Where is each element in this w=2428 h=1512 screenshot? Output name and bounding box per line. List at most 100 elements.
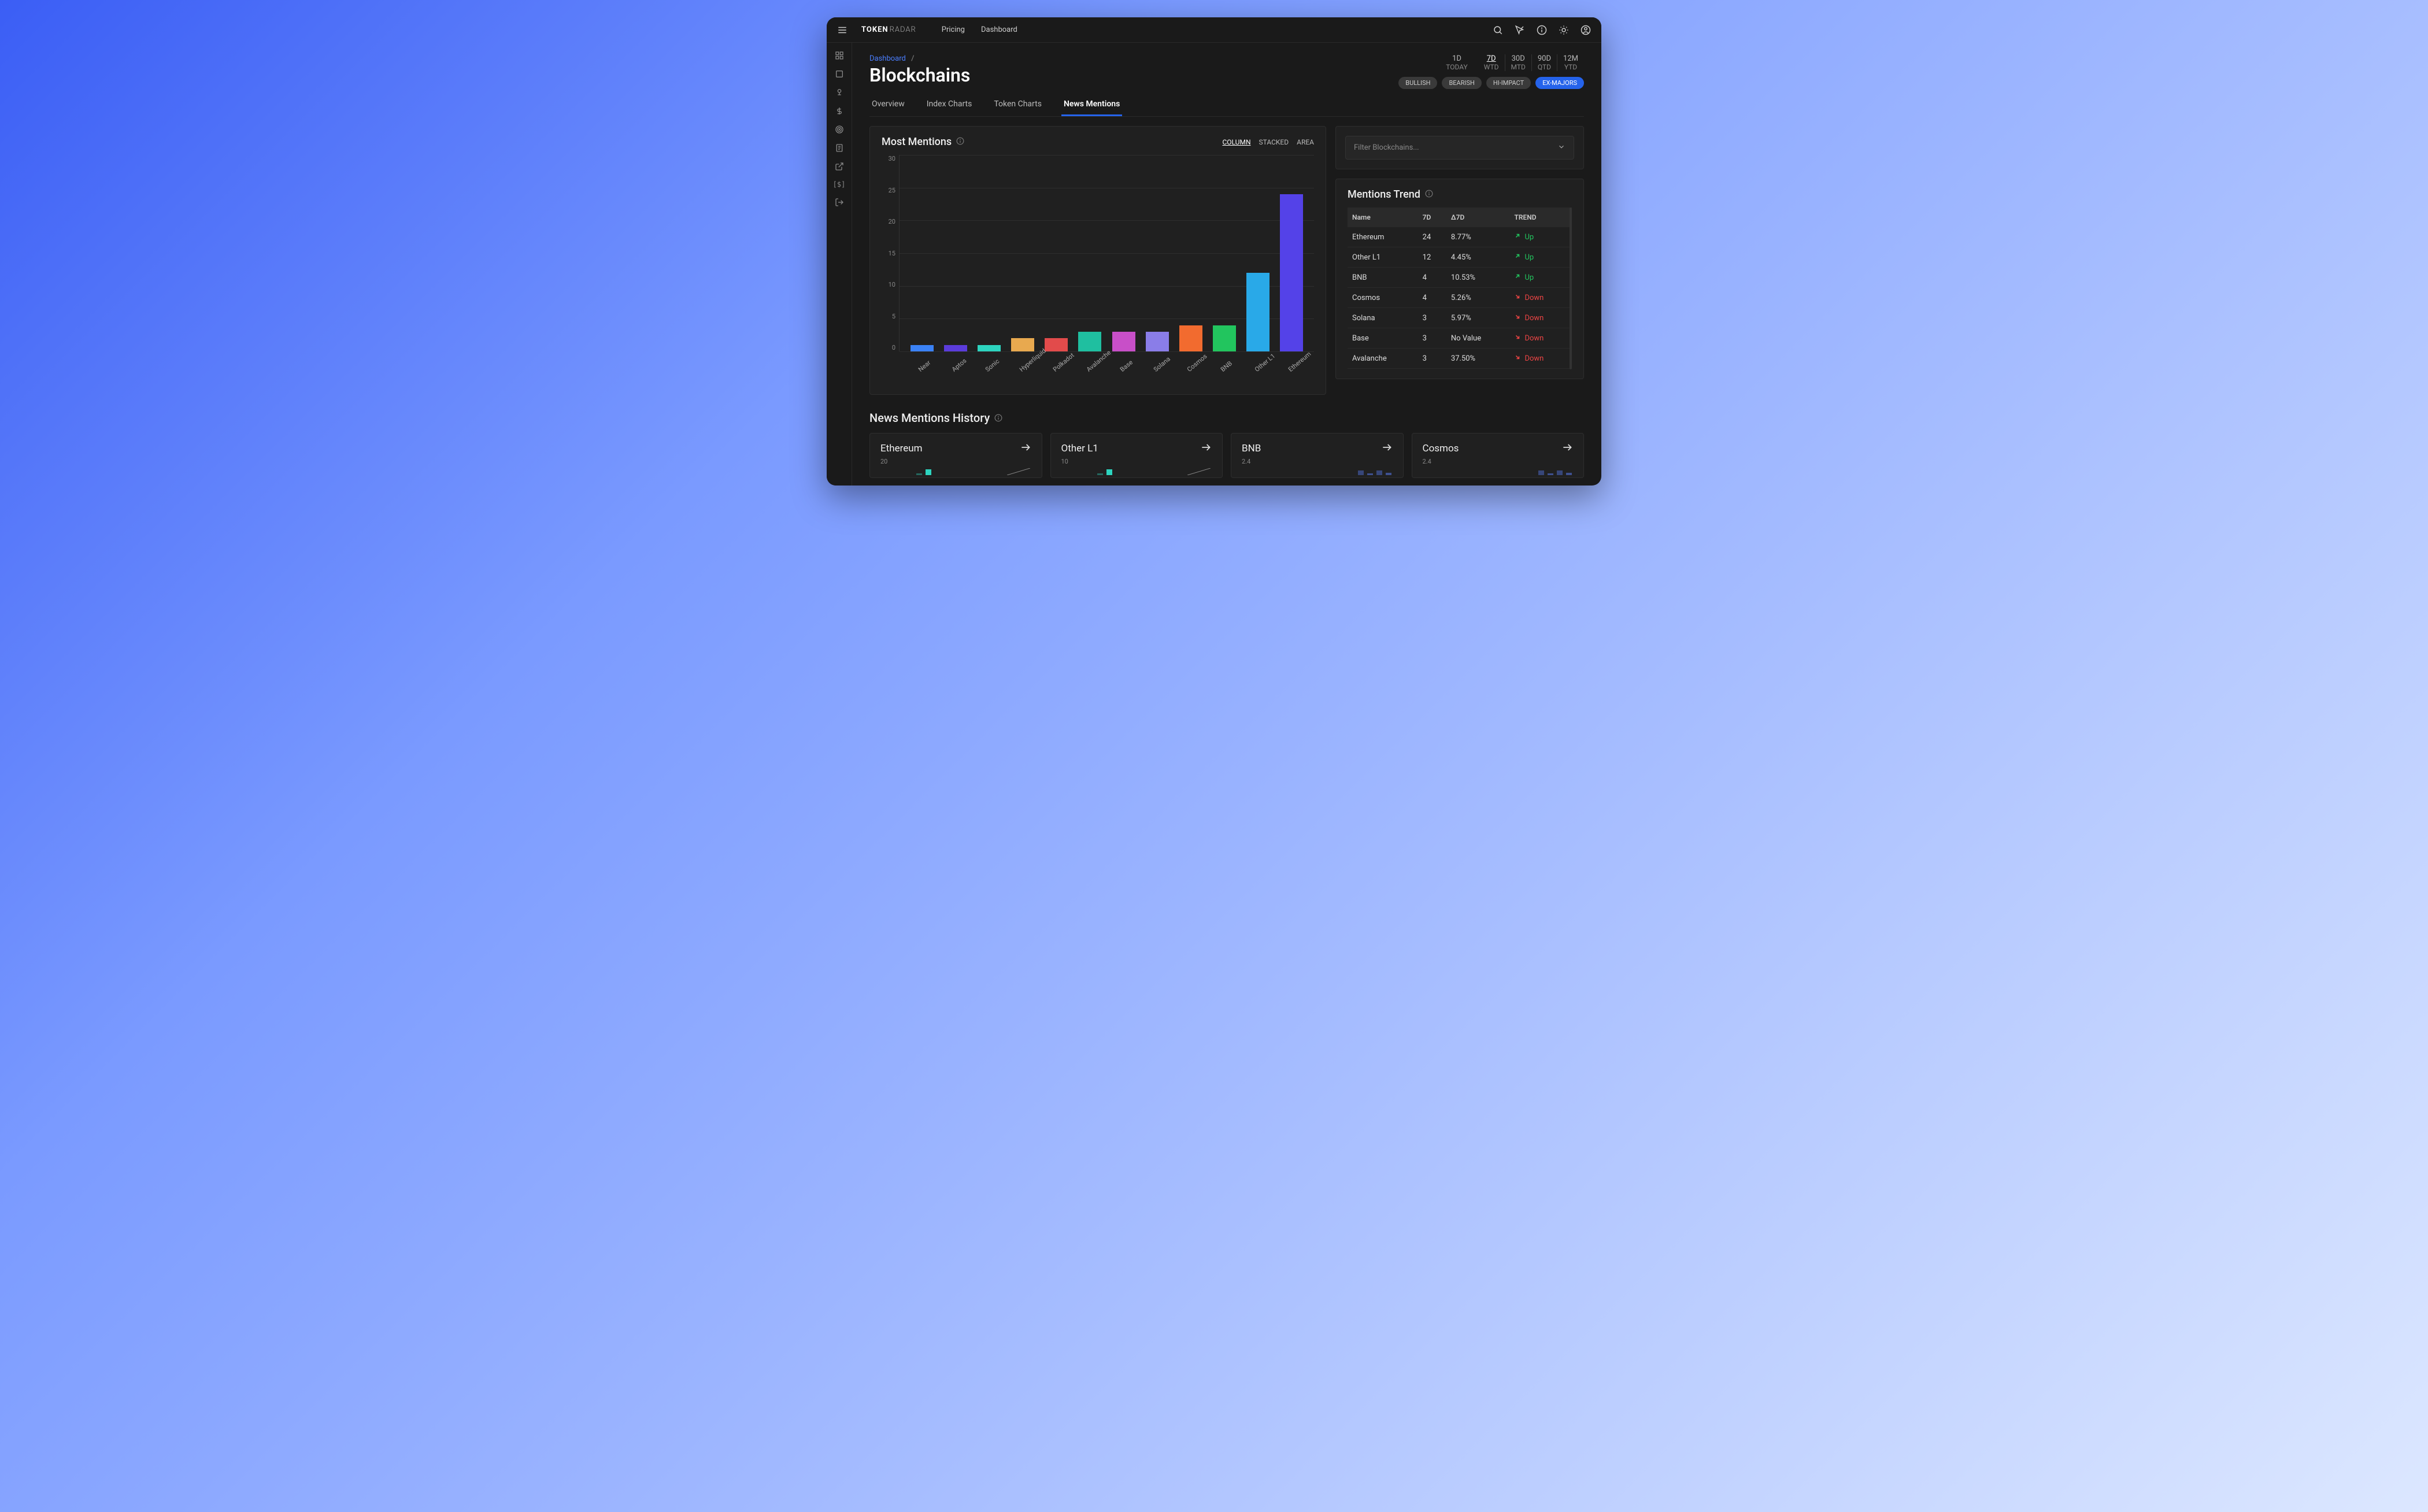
history-card-bnb[interactable]: BNB 2.4 xyxy=(1231,433,1404,478)
history-sub: 20 xyxy=(880,458,1031,465)
sidebar-box-icon[interactable] xyxy=(835,69,844,79)
bar-polkadot[interactable] xyxy=(1045,338,1068,351)
user-icon[interactable] xyxy=(1581,25,1591,35)
bar-ethereum[interactable] xyxy=(1280,194,1303,351)
filter-card: Filter Blockchains... xyxy=(1335,126,1584,169)
chip-bearish[interactable]: BEARISH xyxy=(1442,77,1481,89)
info-icon[interactable] xyxy=(956,136,964,148)
nav-pricing[interactable]: Pricing xyxy=(942,25,965,34)
bar-sonic[interactable] xyxy=(978,345,1001,351)
x-label: Polkadot xyxy=(1052,353,1088,390)
arrow-right-icon[interactable] xyxy=(1200,442,1212,455)
table-row[interactable]: Ethereum248.77%Up xyxy=(1348,227,1572,247)
arrow-right-icon[interactable] xyxy=(1561,442,1573,455)
tab-token-charts[interactable]: Token Charts xyxy=(991,94,1044,116)
bar-solana[interactable] xyxy=(1146,332,1169,351)
chart-view-column[interactable]: COLUMN xyxy=(1222,138,1250,146)
most-mentions-title: Most Mentions xyxy=(882,136,952,148)
info-icon[interactable] xyxy=(1425,188,1433,201)
arrow-right-icon[interactable] xyxy=(1020,442,1031,455)
breadcrumb-link[interactable]: Dashboard xyxy=(869,54,906,63)
time-range-7D[interactable]: 7DWTD xyxy=(1478,54,1505,71)
arrow-right-icon[interactable] xyxy=(1381,442,1393,455)
x-label: Solana xyxy=(1152,353,1189,390)
arrow-down-icon xyxy=(1514,313,1521,323)
chip-hi-impact[interactable]: HI-IMPACT xyxy=(1486,77,1531,89)
time-range-1D[interactable]: 1DTODAY xyxy=(1440,54,1478,71)
logo-bold: TOKEN xyxy=(861,25,889,34)
x-label: Hyperliquid xyxy=(1018,353,1054,390)
mentions-trend-card: Mentions Trend Name7DΔ7DTREND Ethereum24… xyxy=(1335,179,1584,379)
x-label: Ethereum xyxy=(1287,353,1323,390)
history-title: Other L1 xyxy=(1061,443,1098,454)
sidebar-bracket-dollar-icon[interactable]: [$] xyxy=(833,180,846,188)
y-tick: 10 xyxy=(882,281,899,288)
menu-icon[interactable] xyxy=(837,25,847,35)
history-section-title: News Mentions History xyxy=(869,411,990,425)
x-label: Base xyxy=(1119,353,1155,390)
bar-avalanche[interactable] xyxy=(1078,332,1101,351)
table-header: TREND xyxy=(1509,207,1572,227)
table-row[interactable]: Solana35.97%Down xyxy=(1348,308,1572,328)
table-header: Δ7D xyxy=(1446,207,1510,227)
table-row[interactable]: Base3No ValueDown xyxy=(1348,328,1572,349)
history-card-other-l1[interactable]: Other L1 10 xyxy=(1050,433,1223,478)
cursor-icon[interactable] xyxy=(1515,25,1525,35)
history-card-ethereum[interactable]: Ethereum 20 xyxy=(869,433,1042,478)
time-range-12M[interactable]: 12MYTD xyxy=(1557,54,1584,71)
table-row[interactable]: BNB410.53%Up xyxy=(1348,268,1572,288)
bar-other-l1[interactable] xyxy=(1246,273,1269,351)
bar-base[interactable] xyxy=(1112,332,1135,351)
history-sub: 2.4 xyxy=(1423,458,1574,465)
filter-placeholder: Filter Blockchains... xyxy=(1354,143,1419,152)
chart-view-area[interactable]: AREA xyxy=(1297,138,1314,146)
arrow-down-icon xyxy=(1514,333,1521,343)
history-title: BNB xyxy=(1242,443,1261,454)
tab-overview[interactable]: Overview xyxy=(869,94,907,116)
sidebar-grid-icon[interactable] xyxy=(835,51,844,60)
table-row[interactable]: Other L1124.45%Up xyxy=(1348,247,1572,268)
table-row[interactable]: Polkadot240.00%Down xyxy=(1348,369,1572,370)
filter-blockchains-dropdown[interactable]: Filter Blockchains... xyxy=(1345,136,1574,160)
y-tick: 5 xyxy=(882,313,899,320)
sidebar-external-icon[interactable] xyxy=(835,162,844,171)
history-title: Cosmos xyxy=(1423,443,1459,454)
bar-cosmos[interactable] xyxy=(1179,325,1202,351)
history-title: Ethereum xyxy=(880,443,923,454)
sidebar-logout-icon[interactable] xyxy=(835,198,844,207)
bar-aptos[interactable] xyxy=(944,345,967,351)
time-range-30D[interactable]: 30DMTD xyxy=(1505,54,1532,71)
bar-bnb[interactable] xyxy=(1213,325,1236,351)
bar-hyperliquid[interactable] xyxy=(1011,338,1034,351)
sidebar-target-icon[interactable] xyxy=(835,125,844,134)
logo[interactable]: TOKEN RADAR xyxy=(861,25,916,34)
info-icon[interactable] xyxy=(994,411,1002,425)
history-sub: 10 xyxy=(1061,458,1212,465)
history-sub: 2.4 xyxy=(1242,458,1393,465)
info-icon[interactable] xyxy=(1537,25,1547,35)
sidebar-doc-icon[interactable] xyxy=(835,143,844,153)
x-label: Avalanche xyxy=(1085,353,1122,390)
chevron-down-icon xyxy=(1557,142,1565,153)
y-tick: 0 xyxy=(882,344,899,351)
sidebar-mic-icon[interactable] xyxy=(835,88,844,97)
time-range-90D[interactable]: 90DQTD xyxy=(1532,54,1557,71)
most-mentions-card: Most Mentions COLUMNSTACKEDAREA 30252015… xyxy=(869,126,1326,395)
chart-view-stacked[interactable]: STACKED xyxy=(1259,138,1289,146)
table-row[interactable]: Avalanche337.50%Down xyxy=(1348,349,1572,369)
breadcrumb: Dashboard / xyxy=(869,54,970,63)
tab-news-mentions[interactable]: News Mentions xyxy=(1061,94,1122,116)
breadcrumb-sep: / xyxy=(911,54,914,63)
tab-index-charts[interactable]: Index Charts xyxy=(924,94,975,116)
x-label: BNB xyxy=(1219,353,1256,390)
history-card-cosmos[interactable]: Cosmos 2.4 xyxy=(1412,433,1585,478)
nav-dashboard[interactable]: Dashboard xyxy=(981,25,1017,34)
sidebar-dollar-icon[interactable] xyxy=(835,106,844,116)
chip-ex-majors[interactable]: EX-MAJORS xyxy=(1535,77,1584,89)
y-tick: 20 xyxy=(882,218,899,225)
theme-icon[interactable] xyxy=(1559,25,1569,35)
bar-near[interactable] xyxy=(910,345,934,351)
search-icon[interactable] xyxy=(1493,25,1503,35)
table-row[interactable]: Cosmos45.26%Down xyxy=(1348,288,1572,308)
chip-bullish[interactable]: BULLISH xyxy=(1398,77,1437,89)
